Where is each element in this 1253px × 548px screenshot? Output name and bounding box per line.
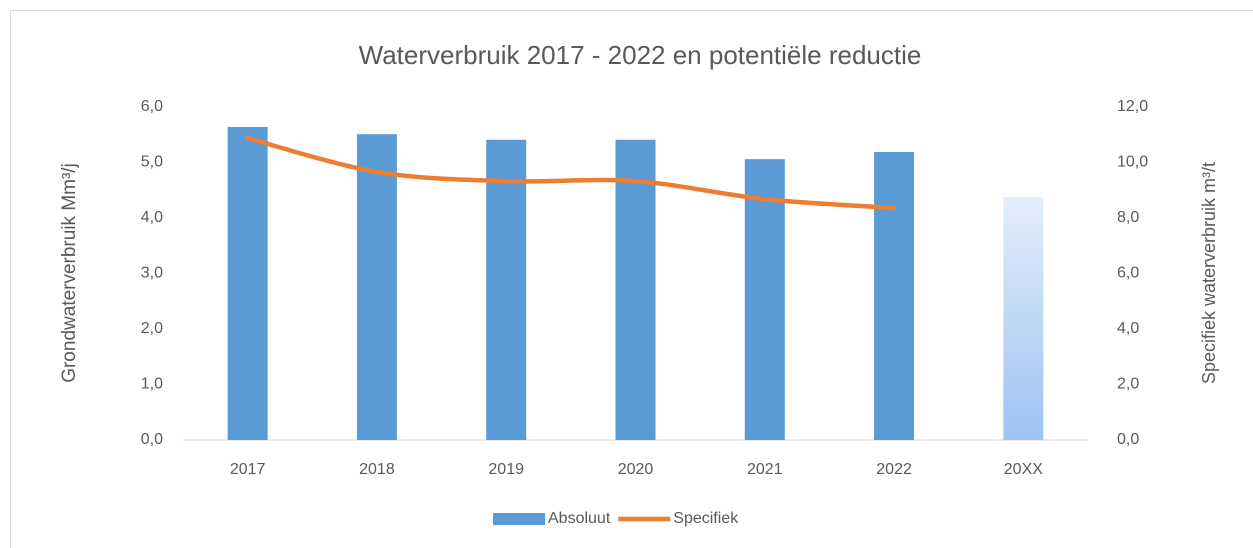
- legend-label: Specifiek: [673, 510, 739, 527]
- y-tick-label: 1,0: [141, 376, 163, 393]
- bar: [615, 139, 656, 440]
- legend-swatch: [493, 513, 545, 525]
- x-tick-label: 2019: [488, 461, 524, 478]
- y-tick-label: 0,0: [141, 431, 163, 448]
- x-tick-label: 2021: [747, 461, 783, 478]
- bar: [227, 126, 268, 440]
- chart-title: Waterverbruik 2017 - 2022 en potentiële …: [359, 40, 922, 70]
- legend-label: Absoluut: [548, 510, 611, 527]
- bar: [874, 151, 915, 440]
- x-tick-label: 2018: [359, 461, 395, 478]
- y-tick-label: 2,0: [141, 320, 163, 337]
- y-tick-label: 3,0: [141, 265, 163, 282]
- x-tick-label: 2020: [618, 461, 654, 478]
- y2-tick-label: 10,0: [1117, 154, 1148, 171]
- y2-tick-label: 8,0: [1117, 209, 1139, 226]
- y-tick-label: 5,0: [141, 154, 163, 171]
- bar: [486, 139, 527, 440]
- y-tick-label: 4,0: [141, 209, 163, 226]
- y2-axis-title: Specifiek waterverbruik m³/t: [1199, 162, 1219, 384]
- bar: [744, 159, 785, 441]
- bar: [1003, 196, 1044, 440]
- y-tick-label: 6,0: [141, 98, 163, 115]
- y2-tick-label: 4,0: [1117, 320, 1139, 337]
- x-tick-label: 2022: [876, 461, 912, 478]
- x-tick-label: 2017: [230, 461, 266, 478]
- bar: [356, 134, 397, 440]
- line: [245, 135, 897, 211]
- x-tick-label: 20XX: [1004, 461, 1043, 478]
- y2-tick-label: 6,0: [1117, 265, 1139, 282]
- y2-tick-label: 0,0: [1117, 431, 1139, 448]
- y2-tick-label: 2,0: [1117, 376, 1139, 393]
- y-axis-title: Grondwaterverbruik Mm³/j: [59, 163, 80, 383]
- y2-tick-label: 12,0: [1117, 98, 1148, 115]
